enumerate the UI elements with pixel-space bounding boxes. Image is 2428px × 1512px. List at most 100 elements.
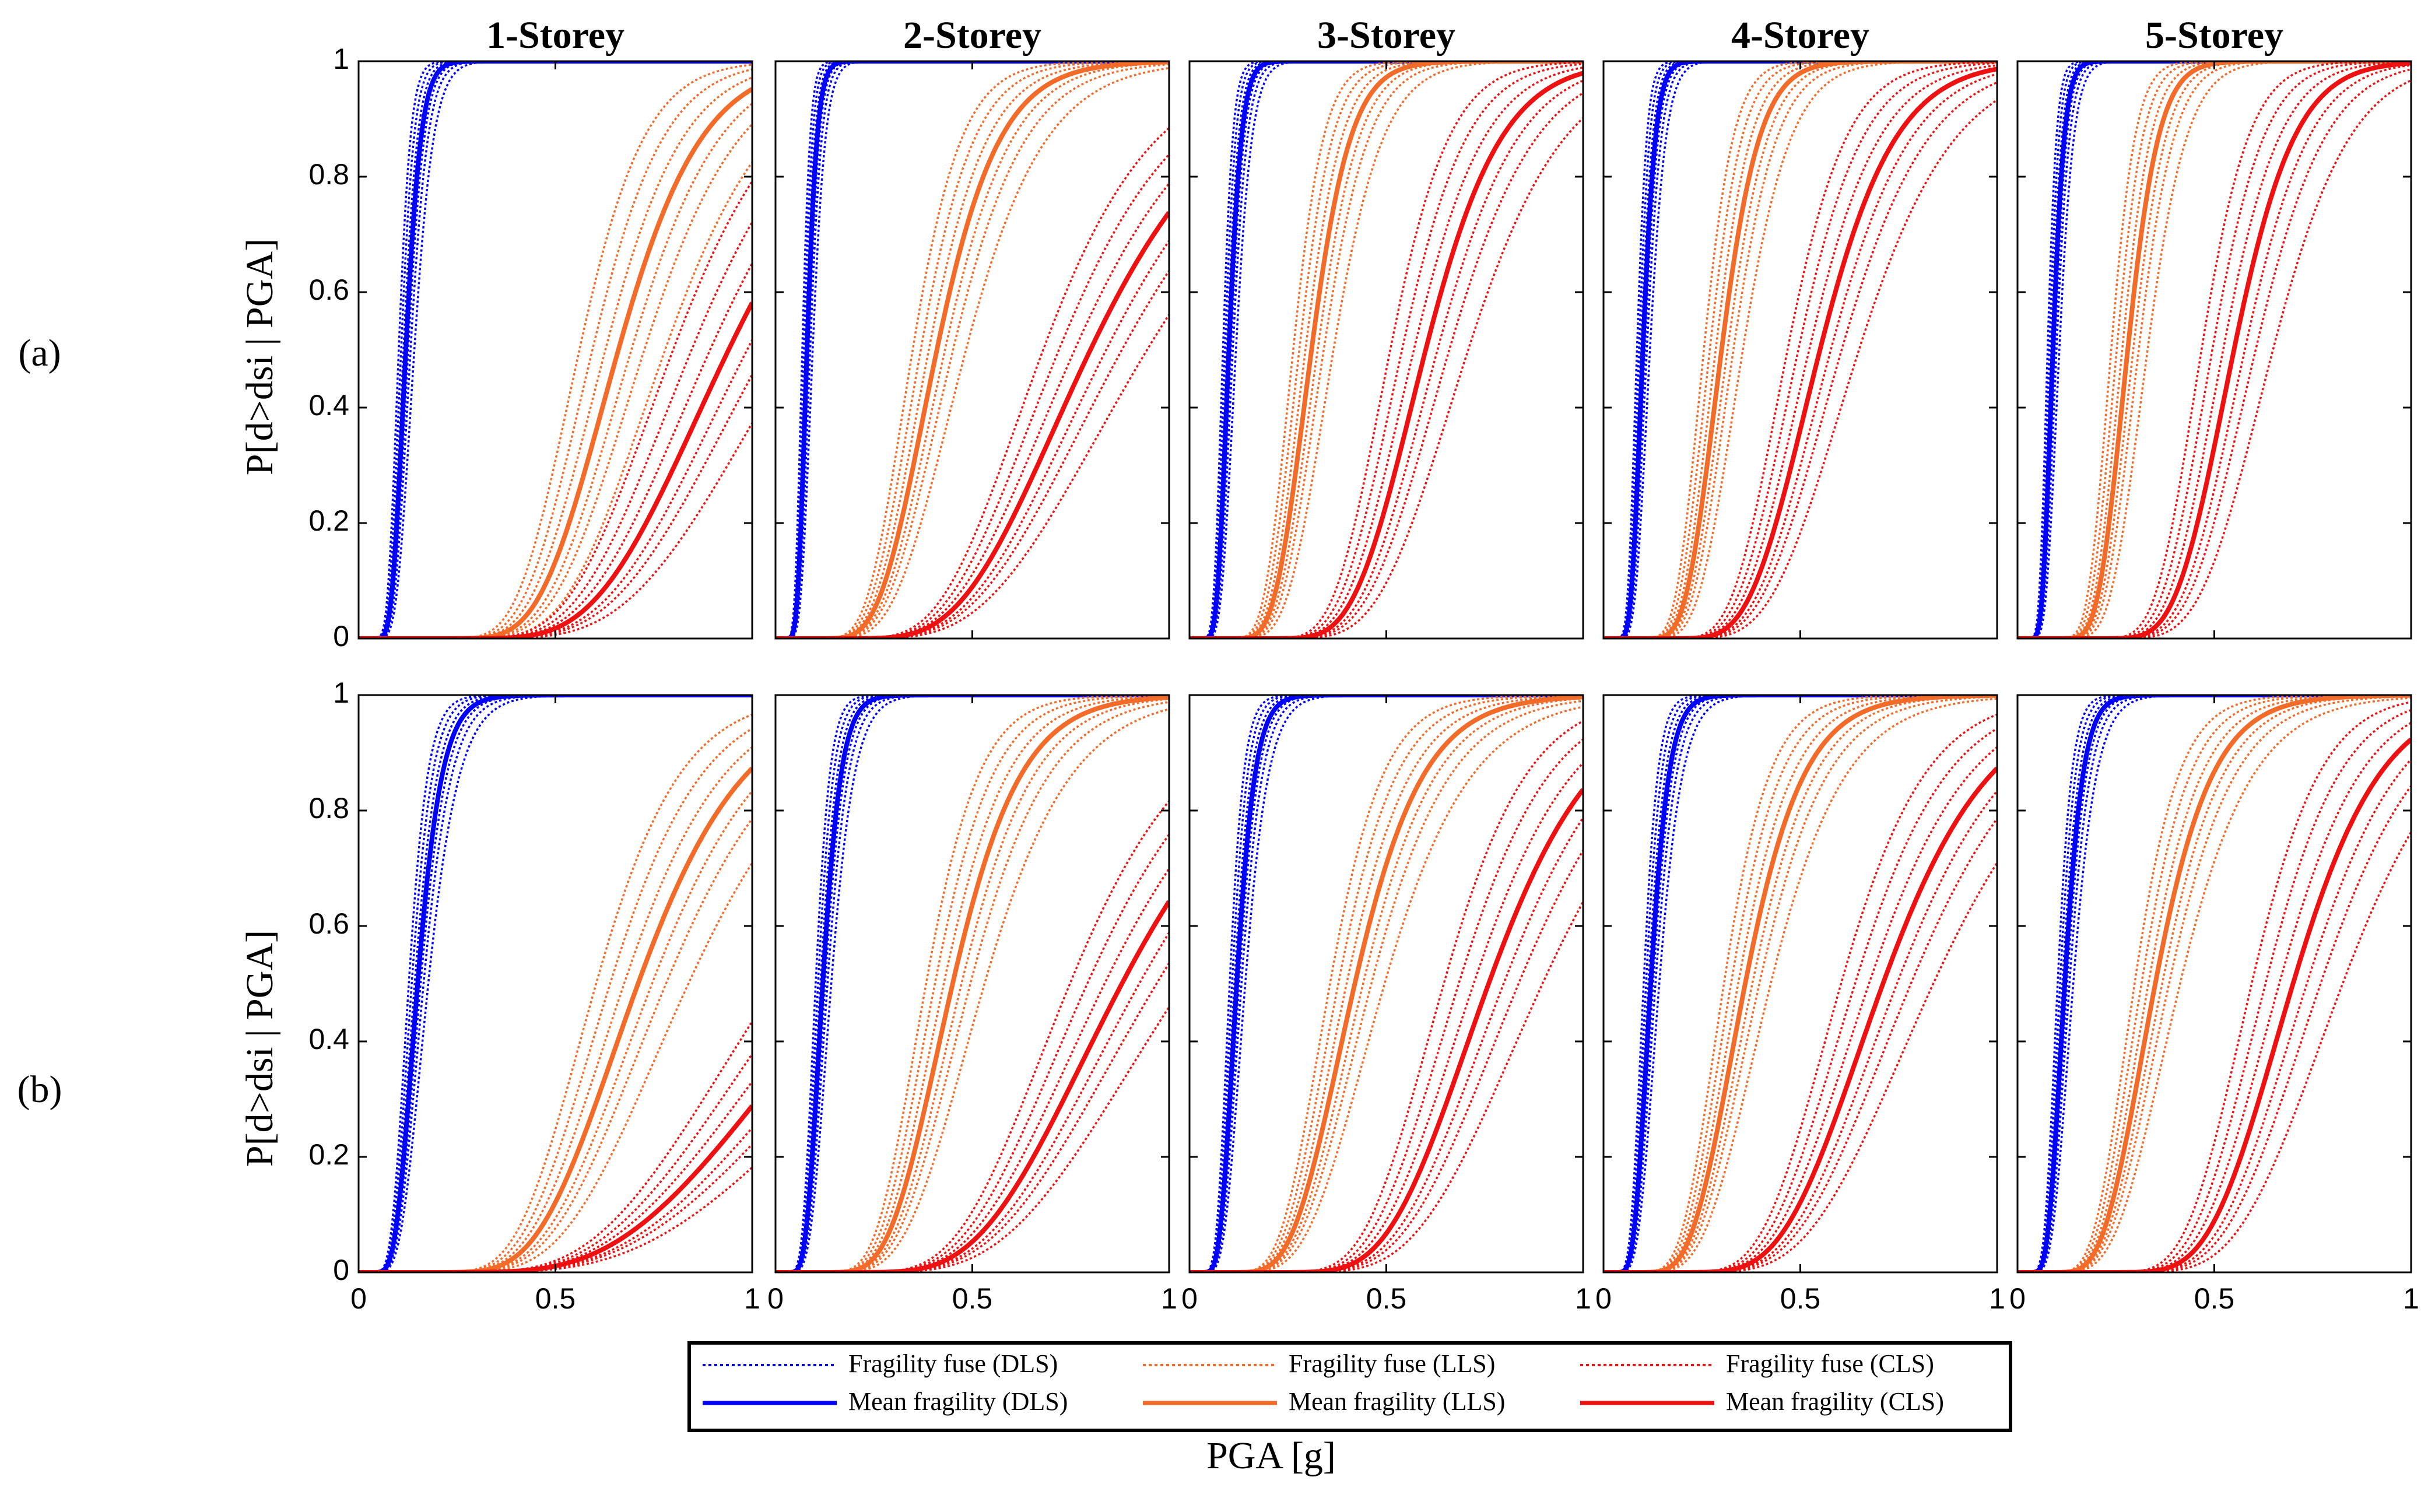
fuse-curve-cls [359,1020,752,1272]
fuse-curve-lls [359,76,752,639]
legend-label: Mean fragility (LLS) [1289,1387,1505,1416]
fuse-curve-lls [1190,61,1583,639]
mean-curve-cls [1604,66,1997,639]
fuse-curve-lls [1604,61,1997,639]
fuse-curve-cls [1190,79,1583,639]
fuse-curve-lls [1604,61,1997,639]
fuse-curve-dls [1604,61,1997,639]
fuse-curve-dls [1604,695,1997,1272]
panel-a-3-storey: 3-Storey [1188,14,1584,640]
mean-curve-dls [2018,695,2411,1272]
fuse-curve-cls [1604,862,1997,1272]
fuse-curve-cls [359,1053,752,1272]
fuse-curve-dls [359,61,752,639]
x-tick-label: 0.5 [535,1282,576,1315]
fuse-curve-dls [1604,61,1997,639]
fuse-curve-dls [2018,695,2411,1272]
y-tick-label: 0 [333,1254,349,1286]
legend-label: Fragility fuse (CLS) [1726,1349,1934,1378]
panel-b-3-storey: 0 0.5 1 [1181,694,1591,1315]
fuse-curve-lls [1604,61,1997,639]
fuse-curve-lls [2018,695,2411,1272]
x-tick-label: 1 [1161,1282,1177,1315]
fuse-curve-dls [776,695,1169,1272]
x-tick-label: 0.5 [952,1282,993,1315]
fuse-curve-dls [2018,695,2411,1272]
fuse-curve-dls [776,61,1169,639]
column-title-1-storey: 1-Storey [486,14,624,57]
legend-entry-fragility-fuse-dls: Fragility fuse (DLS) [703,1349,1058,1378]
fuse-curve-lls [1604,61,1997,639]
fuse-curve-lls [2018,61,2411,639]
fuse-curve-lls [2018,61,2411,639]
panel-frame [2016,694,2412,1274]
panel-b-2-storey: 0 0.5 1 [767,694,1177,1315]
fuse-curve-lls [359,103,752,639]
curves [1604,61,1997,639]
mean-curve-cls [1190,71,1583,639]
fuse-curve-cls [1604,713,1997,1272]
mean-curve-cls [2018,738,2411,1272]
fuse-curve-dls [1190,695,1583,1272]
x-tick-label: 0.5 [2194,1282,2235,1315]
fuse-curve-dls [1604,61,1997,639]
y-tick-label: 0.6 [308,273,349,306]
fuse-curve-dls [1190,695,1583,1272]
fuse-curve-dls [1190,695,1583,1272]
fuse-curve-dls [2018,695,2411,1272]
mean-curve-dls [1190,695,1583,1272]
x-axis-title: PGA [g] [1206,1434,1336,1477]
fuse-curve-lls [2018,697,2411,1272]
fuse-curve-dls [776,695,1169,1272]
fuse-curve-cls [359,262,752,639]
panel-frame [2016,60,2412,640]
fuse-curve-lls [1190,697,1583,1272]
fuse-curve-lls [359,713,752,1272]
fuse-curve-lls [776,61,1169,639]
panel-frame [1188,60,1584,640]
fuse-curve-dls [776,61,1169,639]
row-label-b: (b) [17,1068,62,1111]
fuse-curve-cls [2018,79,2411,639]
fuse-curve-lls [776,61,1169,639]
mean-curve-cls [1604,766,1997,1272]
fuse-curve-lls [776,61,1169,639]
fuse-curve-lls [776,695,1169,1272]
mean-curve-cls [359,1104,752,1272]
column-title-3-storey: 3-Storey [1317,14,1455,57]
fuse-curve-cls [2018,785,2411,1272]
fuse-curve-cls [1190,61,1583,639]
fuse-curve-dls [1604,61,1997,639]
fuse-curve-cls [776,127,1169,639]
fuse-curve-lls [1190,695,1583,1272]
fuse-curve-cls [1604,64,1997,639]
legend-label: Mean fragility (CLS) [1726,1387,1944,1416]
fuse-curve-lls [2018,695,2411,1272]
fuse-curve-lls [359,818,752,1272]
fuse-curve-cls [2018,68,2411,639]
fuse-curve-cls [2018,721,2411,1272]
fuse-curve-lls [776,63,1169,639]
fuse-curve-dls [2018,61,2411,639]
curves [359,695,752,1272]
legend-label: Mean fragility (DLS) [848,1387,1068,1416]
fuse-curve-lls [1190,706,1583,1272]
fuse-curve-cls [1190,738,1583,1272]
fuse-curve-dls [1190,695,1583,1272]
legend-entry-fragility-fuse-lls: Fragility fuse (LLS) [1143,1349,1495,1378]
fuse-curve-dls [1190,61,1583,639]
fuse-curve-cls [1190,62,1583,639]
fuse-curve-lls [776,61,1169,639]
fuse-curve-lls [1190,61,1583,639]
panel-a-1-storey: 0 0.2 0.4 0.6 0.8 1 1-Storey [308,14,753,652]
y-tick-label: 1 [333,676,349,709]
legend-entry-mean-fragility-lls: Mean fragility (LLS) [1143,1387,1505,1416]
mean-curve-dls [1190,61,1583,639]
mean-curve-cls [2018,61,2411,639]
panel-a-4-storey: 4-Storey [1602,14,1998,640]
fuse-curve-lls [1190,695,1583,1272]
panel-frame [774,694,1170,1274]
x-tick-label: 1 [2403,1282,2419,1315]
fuse-curve-dls [1190,61,1583,639]
